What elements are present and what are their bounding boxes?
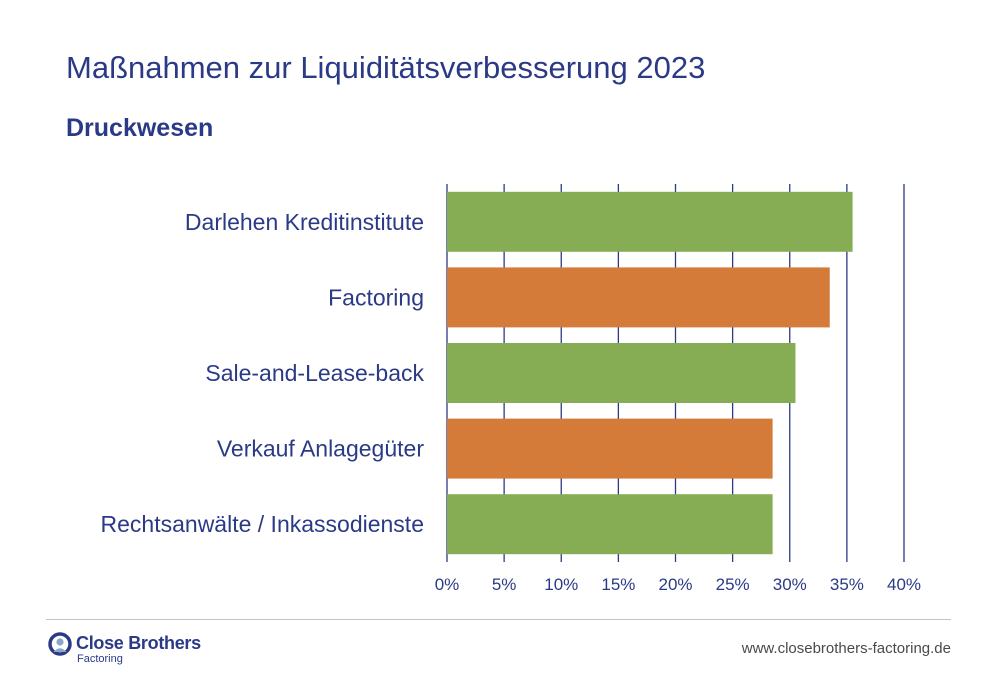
x-tick-label: 5% bbox=[492, 575, 517, 594]
x-tick-label: 30% bbox=[773, 575, 807, 594]
category-labels: Darlehen Kreditinstitute Factoring Sale-an… bbox=[101, 209, 425, 537]
bar-5 bbox=[447, 494, 773, 555]
x-tick-labels: 0% 5% 10% 15% 20% 25% 30% 35% 40% bbox=[435, 575, 921, 594]
bar-4 bbox=[447, 418, 773, 479]
x-tick-label: 25% bbox=[716, 575, 750, 594]
x-tick-label: 35% bbox=[830, 575, 864, 594]
x-tick-label: 10% bbox=[544, 575, 578, 594]
chart-subtitle: Druckwesen bbox=[66, 114, 214, 142]
category-label: Darlehen Kreditinstitute bbox=[185, 209, 424, 235]
x-tick-label: 15% bbox=[601, 575, 635, 594]
close-brothers-logo-icon bbox=[48, 632, 72, 656]
bar-3 bbox=[447, 343, 796, 403]
category-label: Factoring bbox=[328, 284, 424, 310]
footer-divider bbox=[46, 619, 951, 620]
logo-subtitle: Factoring bbox=[77, 653, 123, 665]
company-logo[interactable]: Close Brothers Factoring bbox=[48, 632, 218, 666]
website-link[interactable]: www.closebrothers-factoring.de bbox=[741, 640, 951, 657]
bar-1 bbox=[447, 191, 853, 252]
category-label: Sale-and-Lease-back bbox=[205, 360, 424, 386]
x-tick-label: 40% bbox=[887, 575, 921, 594]
x-tick-label: 20% bbox=[658, 575, 692, 594]
page-title: Maßnahmen zur Liquiditätsverbesserung 20… bbox=[66, 50, 706, 85]
bars bbox=[447, 191, 853, 555]
category-label: Rechtsanwälte / Inkassodienste bbox=[101, 511, 424, 537]
x-tick-label: 0% bbox=[435, 575, 460, 594]
logo-name: Close Brothers bbox=[76, 633, 201, 653]
bar-2 bbox=[447, 267, 830, 328]
category-label: Verkauf Anlagegüter bbox=[217, 436, 424, 462]
